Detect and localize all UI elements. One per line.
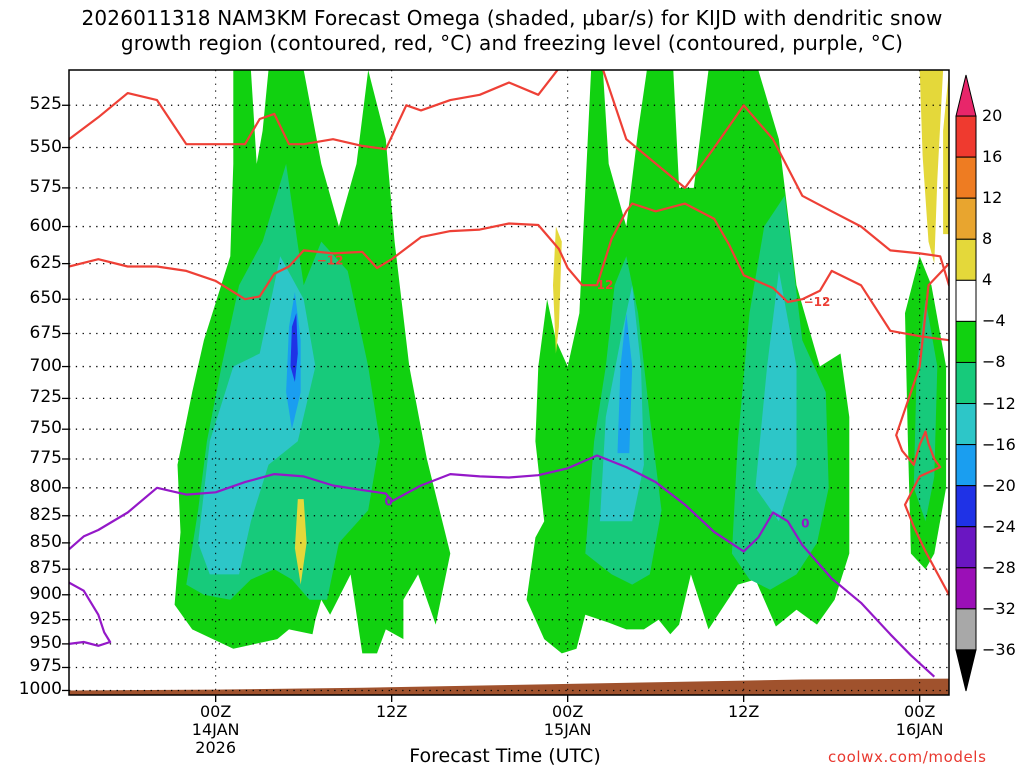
x-tick-label: 12Z [375,702,408,721]
x-axis-title: Forecast Time (UTC) [409,745,601,767]
colorbar-block [955,156,977,199]
x-tick-label: 14JAN [191,720,240,739]
colorbar-label: 20 [982,106,1003,126]
y-tick-label: 925 [29,608,62,629]
y-tick-label: 775 [29,447,62,468]
y-tick-label: 700 [29,355,62,376]
omega-region [943,70,949,235]
y-tick-label: 900 [29,583,62,604]
colorbar-label: −8 [982,352,1006,372]
chart-title-line-2: growth region (contoured, red, °C) and f… [120,31,904,55]
x-tick-label: 00Z [199,702,232,721]
x-tick-label: 00Z [903,702,936,721]
contour-label: −12 [317,254,344,268]
colorbar-block [955,526,977,569]
y-tick-label: 600 [29,215,62,236]
y-tick-label: 850 [29,531,62,552]
x-tick-label: 15JAN [543,720,592,739]
colorbar-label: 8 [982,229,993,249]
plot-area: −12 −12 −12 0 0 [69,70,949,695]
colorbar-block [955,197,977,240]
colorbar-label: −32 [982,598,1016,618]
colorbar-triangle-bottom [955,649,977,692]
y-tick-label: 625 [29,252,62,273]
colorbar-block [955,361,977,405]
credit-text[interactable]: coolwx.com/models [828,748,987,766]
y-tick-label: 725 [29,387,62,408]
y-tick-label: 550 [29,136,62,157]
y-tick-label: 875 [29,558,62,579]
y-tick-label: 525 [29,94,62,115]
colorbar-label: −12 [982,393,1016,413]
y-tick-label: 975 [29,656,62,677]
y-tick-label: 650 [29,288,62,309]
colorbar-block [955,567,977,610]
omega-region [290,313,298,382]
y-tick-label: 1000 [18,679,62,700]
colorbar-block [955,238,977,281]
omega-region [294,499,307,585]
colorbar-block [955,320,977,363]
plot-frame [68,69,950,696]
y-tick-label: 575 [29,176,62,197]
colorbar-label: −28 [982,557,1016,577]
y-tick-label: 675 [29,322,62,343]
x-tick-label: 16JAN [895,720,944,739]
colorbar-label: −16 [982,434,1016,454]
omega-region [919,70,944,264]
colorbar-label: −4 [982,311,1006,331]
y-tick-label: 950 [29,632,62,653]
colorbar-label: −36 [982,639,1016,659]
contour-label: 0 [385,494,393,508]
dendritic-contour-line [69,202,949,342]
colorbar-label: 16 [982,147,1003,167]
contour-label: −12 [587,278,614,292]
y-tick-label: 800 [29,476,62,497]
colorbar-block [955,403,977,446]
y-tick-label: 750 [29,418,62,439]
y-tick-label: 825 [29,504,62,525]
dendritic-contour-line [69,70,559,151]
colorbar-label: −24 [982,516,1016,536]
dendritic-contour-line [895,262,949,596]
colorbar-label: 12 [982,188,1003,208]
omega-region [617,313,633,454]
x-tick-label: 12Z [727,702,760,721]
contour-label: −12 [804,295,831,309]
colorbar-block [955,485,977,528]
colorbar-block [955,444,977,487]
x-tick-label: 00Z [551,702,584,721]
dendritic-contour-line [601,70,949,287]
chart-title-line-1: 2026011318 NAM3KM Forecast Omega (shaded… [81,6,943,30]
terrain-fill [69,678,949,695]
freezing-level-line [69,581,112,647]
colorbar-block [955,279,977,322]
colorbar-triangle-top [955,74,977,117]
colorbar-label: 4 [982,270,993,290]
freezing-level-line [69,454,936,678]
colorbar-label: −20 [982,475,1016,495]
contour-label: 0 [801,516,809,530]
colorbar-block [955,608,977,651]
omega-region [198,256,316,575]
omega-region [553,226,562,354]
x-tick-label: 2026 [195,738,237,757]
omega-region [755,270,797,522]
colorbar-block [955,115,977,158]
